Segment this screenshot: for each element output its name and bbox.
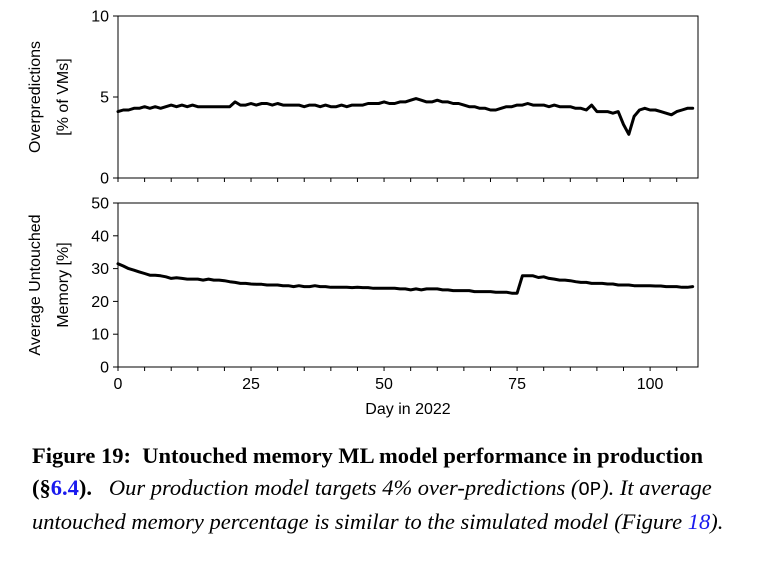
untouched-memory-y-tick-label: 10 — [91, 327, 109, 344]
caption-code-op: OP — [578, 479, 602, 501]
caption-body-c: ). — [710, 509, 724, 534]
overpredictions-plot-frame — [117, 15, 699, 179]
untouched-memory-y-tick-label: 40 — [91, 228, 109, 245]
untouched-memory-y-axis-label: Memory [%] — [55, 242, 72, 327]
caption-body-a: Our production model targets 4% over-pre… — [108, 475, 579, 500]
untouched-memory-x-tick-label: 50 — [375, 376, 393, 393]
section-link[interactable]: 6.4 — [50, 475, 79, 500]
caption-title-b: ). — [78, 475, 92, 500]
caption-section-symbol: § — [39, 475, 51, 500]
caption-body-b: ). It average untouched memory percentag… — [32, 475, 712, 534]
overpredictions-y-tick-label: 10 — [91, 9, 109, 26]
overpredictions-panel: 0 5 10 Overpredictions [% of VMs] — [27, 9, 699, 188]
untouched-memory-y-axis-label: Average Untouched — [27, 214, 44, 355]
figure-link[interactable]: 18 — [687, 509, 711, 534]
overpredictions-y-tick-label: 0 — [100, 171, 109, 188]
untouched-memory-panel: 0 10 20 30 40 50 0 25 50 75 100 Day in 2022 Average … — [27, 196, 699, 418]
untouched-memory-y-tick-label: 20 — [91, 294, 109, 311]
figure-caption: Figure 19: Untouched memory ML model per… — [32, 440, 744, 538]
untouched-memory-x-tick-label: 0 — [114, 376, 123, 393]
untouched-memory-y-tick-label: 50 — [91, 196, 109, 213]
overpredictions-y-axis-label: [% of VMs] — [55, 58, 72, 135]
untouched-memory-y-tick-label: 0 — [100, 360, 109, 377]
untouched-memory-x-tick-label: 100 — [637, 376, 664, 393]
untouched-memory-series-line — [116, 262, 695, 295]
overpredictions-y-tick-label: 5 — [100, 90, 109, 107]
overpredictions-y-axis-label: Overpredictions — [27, 41, 44, 153]
untouched-memory-x-tick-label: 25 — [242, 376, 260, 393]
caption-label: Figure 19: — [32, 443, 131, 468]
chart-figure: 0 5 10 Overpredictions [% of VMs] 0 10 20 30 40 5… — [27, 9, 699, 418]
overpredictions-series-line — [116, 97, 695, 136]
untouched-memory-plot-frame — [117, 202, 699, 368]
caption-title-a: Untouched memory ML model performance in… — [32, 443, 704, 500]
untouched-memory-x-tick-label: 75 — [508, 376, 526, 393]
untouched-memory-y-tick-label: 30 — [91, 261, 109, 278]
x-axis-label: Day in 2022 — [365, 401, 450, 418]
